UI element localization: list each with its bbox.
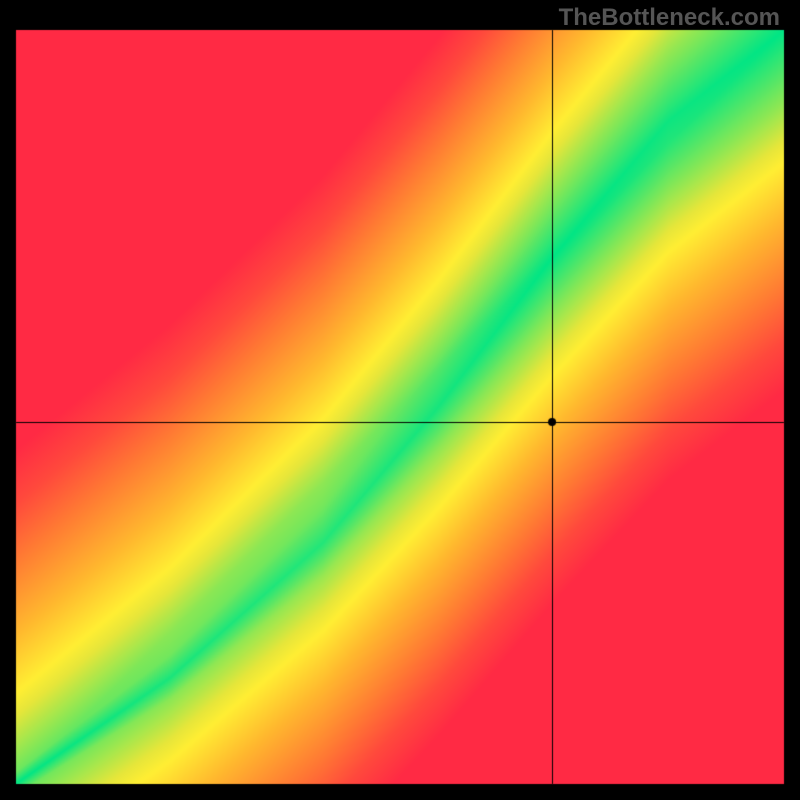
crosshair-overlay	[0, 0, 800, 800]
watermark-text: TheBottleneck.com	[559, 4, 780, 32]
chart-container: TheBottleneck.com	[0, 0, 800, 800]
